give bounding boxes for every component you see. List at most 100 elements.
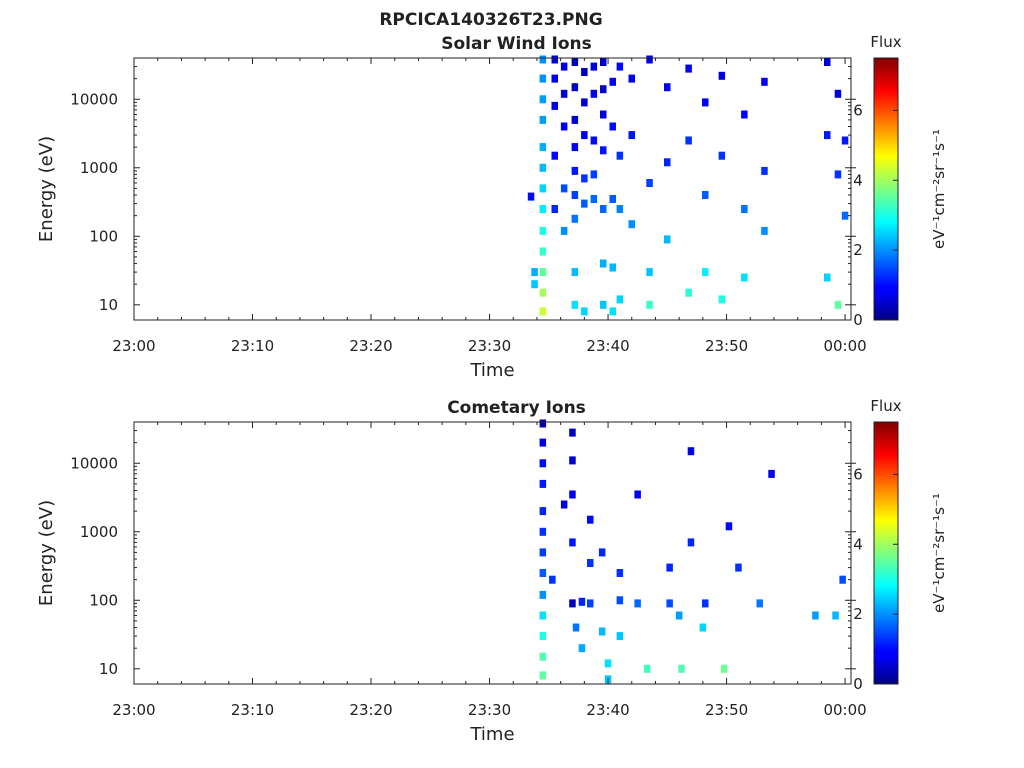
colorbar-label: eV⁻¹cm⁻²sr⁻¹s⁻¹ [930, 493, 948, 613]
heatmap-cell [685, 64, 692, 73]
heatmap-cell [560, 62, 568, 71]
x-tick-label: 23:10 [231, 701, 274, 719]
x-tick-label: 23:30 [468, 701, 511, 719]
heatmap-cell [678, 664, 685, 673]
heatmap-cell [578, 644, 586, 653]
heatmap-cell [699, 623, 707, 632]
heatmap-cell [628, 220, 635, 229]
x-tick-label: 23:40 [586, 337, 629, 355]
heatmap-cell [761, 226, 768, 235]
colorbar-tick-label: 4 [853, 171, 863, 189]
y-tick-label: 100 [89, 591, 118, 609]
heatmap-cell [539, 569, 547, 577]
colorbar-tick-label: 0 [853, 675, 863, 693]
x-tick-label: 23:50 [705, 701, 748, 719]
heatmap-cell [571, 300, 579, 309]
heatmap-cell [834, 89, 842, 98]
heatmap-cell [600, 300, 607, 309]
heatmap-cell [741, 273, 748, 282]
heatmap-cell [664, 83, 671, 92]
heatmap-cell [598, 548, 606, 557]
heatmap-cell [616, 205, 624, 213]
heatmap-cell [646, 179, 653, 187]
y-tick-label: 100 [89, 227, 118, 245]
colorbar-title: Flux [870, 33, 901, 51]
heatmap-cell [578, 597, 586, 606]
heatmap-cell [741, 205, 748, 213]
heatmap-cell [560, 500, 568, 509]
heatmap-cell [590, 136, 598, 145]
heatmap-cell [664, 158, 671, 167]
heatmap-cell [539, 507, 547, 516]
heatmap-cell [609, 307, 616, 316]
heatmap-cell [590, 62, 598, 71]
heatmap-cell [539, 74, 547, 83]
heatmap-cell [539, 459, 547, 468]
panel-cometary-ions: Cometary Ions 23:00 23:10 23:20 23:30 23:40 23… [36, 397, 948, 745]
heatmap-cell [549, 575, 556, 584]
colorbar-tick-label: 2 [853, 605, 863, 623]
heatmap-cell [569, 456, 576, 465]
heatmap-cell [590, 195, 598, 203]
colorbar-tick-label: 4 [853, 535, 863, 553]
heatmap-cell [571, 214, 579, 223]
heatmap-cell [646, 268, 653, 277]
heatmap-cell [664, 235, 671, 244]
heatmap-cell [756, 599, 763, 608]
heatmap-cell [675, 611, 683, 620]
heatmap-cell [600, 259, 607, 268]
heatmap-cell [539, 268, 547, 277]
heatmap-cell [581, 199, 588, 208]
x-tick-label: 23:50 [705, 337, 748, 355]
heatmap-cell [571, 58, 579, 66]
x-axis-label: Time [469, 360, 514, 381]
heatmap-cell [609, 263, 616, 272]
heatmap-cell [551, 55, 558, 64]
heatmap-cell [718, 151, 726, 160]
heatmap-cell [581, 307, 588, 316]
heatmap-cell [616, 295, 624, 304]
heatmap-cell [646, 55, 653, 64]
heatmap-cell [581, 174, 588, 183]
heatmap-cell [628, 74, 635, 83]
colorbar [873, 421, 899, 685]
heatmap-cell [571, 166, 579, 175]
heatmap-cell [590, 170, 598, 179]
heatmap-cell [824, 273, 831, 282]
x-axis-label: Time [469, 724, 514, 745]
heatmap-cell [634, 599, 641, 608]
colorbar-tick-label: 6 [853, 465, 863, 483]
heatmap-cell [834, 300, 842, 309]
panel-solar-wind-ions: Solar Wind Ions 23:00 23:10 23:20 23:30 23:40… [36, 33, 948, 381]
heatmap-cell [539, 419, 547, 428]
heatmap-cell [581, 68, 588, 76]
heatmap-cell [539, 115, 547, 124]
y-tick-label: 1000 [80, 159, 118, 177]
heatmap-cell [616, 62, 624, 71]
heatmap-cell [539, 95, 547, 104]
x-tick-label: 23:00 [112, 337, 155, 355]
heatmap-cell [824, 131, 831, 140]
y-tick-label: 10 [99, 660, 118, 678]
heatmap-cell [569, 538, 576, 547]
heatmap-cell [587, 515, 594, 524]
x-tick-label: 23:40 [586, 701, 629, 719]
heatmap-cell [560, 89, 568, 98]
heatmap-cell [646, 300, 653, 309]
heatmap-cell [539, 527, 547, 536]
heatmap-cell [725, 522, 733, 531]
heatmap-cell [616, 596, 624, 605]
heatmap-cell [718, 295, 726, 304]
heatmap-cell [600, 146, 607, 155]
heatmap-cell [572, 623, 580, 632]
y-tick-label: 10000 [70, 454, 118, 472]
heatmap-cell [643, 664, 651, 673]
heatmap-cell [531, 268, 538, 277]
heatmap-cell [539, 671, 547, 680]
y-tick-label: 10 [99, 296, 118, 314]
heatmap-cell [560, 122, 568, 131]
colorbar [873, 57, 899, 321]
colorbar-tick-label: 0 [853, 311, 863, 329]
heatmap-cell [571, 191, 579, 199]
heatmap-cell [539, 652, 547, 661]
